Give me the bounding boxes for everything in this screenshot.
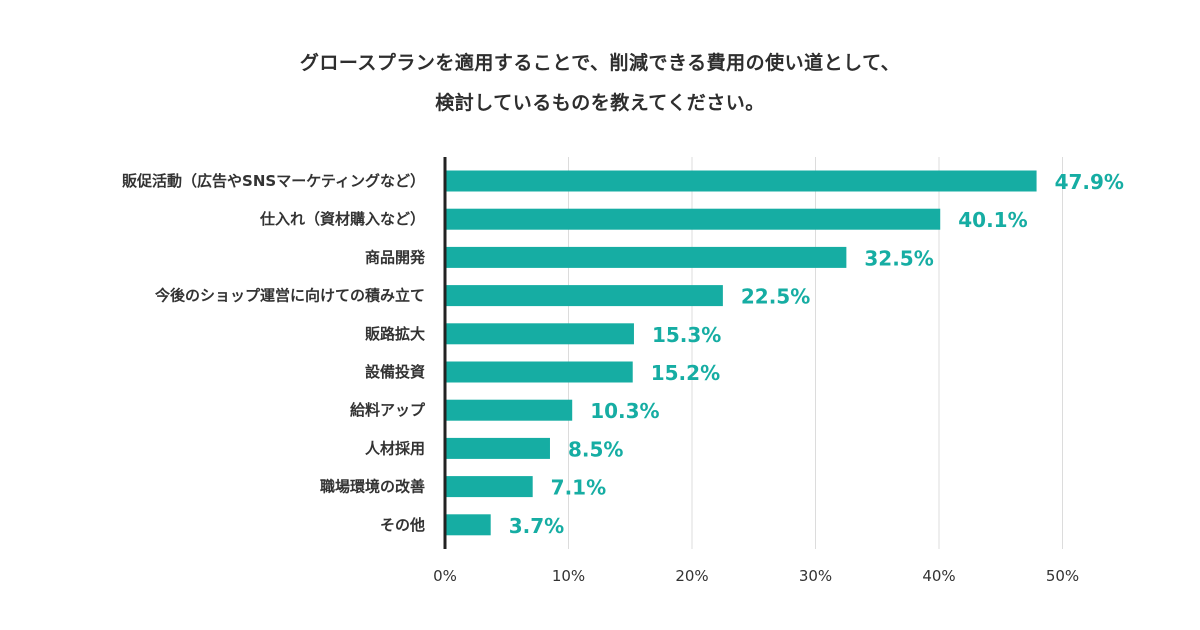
category-label: 設備投資: [365, 363, 425, 381]
x-tick-label: 20%: [675, 567, 708, 585]
category-label: 商品開発: [365, 248, 426, 266]
x-tick-label: 0%: [433, 567, 457, 585]
value-label: 47.9%: [1055, 170, 1124, 194]
bar: [445, 514, 491, 536]
value-label: 22.5%: [741, 285, 810, 309]
bar: [445, 285, 723, 307]
bar: [445, 208, 941, 230]
x-tick-label: 50%: [1046, 567, 1079, 585]
bar: [445, 323, 634, 345]
value-label: 40.1%: [958, 208, 1027, 232]
value-label: 8.5%: [568, 437, 623, 461]
category-label: その他: [380, 516, 425, 534]
bar: [445, 399, 573, 421]
bar: [445, 246, 847, 268]
category-label: 職場環境の改善: [320, 478, 425, 496]
value-label: 7.1%: [551, 476, 606, 500]
category-label: 仕入れ（資材購入など）: [259, 210, 425, 228]
category-label: 人材採用: [365, 439, 425, 457]
chart-title-line-2: 検討しているものを教えてください。: [435, 92, 765, 114]
value-label: 15.2%: [651, 361, 720, 385]
bar: [445, 437, 550, 459]
bars: [445, 170, 1037, 536]
bar: [445, 361, 633, 383]
category-label: 給料アップ: [350, 401, 426, 419]
category-label: 今後のショップ運営に向けての積み立て: [154, 287, 425, 305]
x-tick-label: 40%: [922, 567, 955, 585]
labels: 0% 10% 20% 30% 40% 50% 販促活動（広告やSNSマーケティングなど） 47…: [122, 170, 1124, 585]
value-label: 10.3%: [590, 399, 659, 423]
x-tick-label: 30%: [799, 567, 832, 585]
bar: [445, 476, 533, 498]
value-label: 32.5%: [864, 246, 933, 270]
chart-title-line-1: グロースプランを適用することで、削減できる費用の使い道として、: [299, 52, 901, 74]
value-label: 3.7%: [509, 514, 564, 538]
category-label: 販促活動（広告やSNSマーケティングなど）: [122, 172, 425, 190]
value-label: 15.3%: [652, 323, 721, 347]
category-label: 販路拡大: [365, 325, 425, 343]
x-tick-label: 10%: [552, 567, 585, 585]
bar: [445, 170, 1037, 192]
